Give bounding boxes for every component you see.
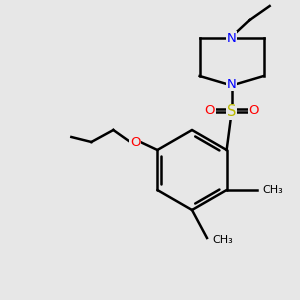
Text: O: O <box>130 136 141 148</box>
Text: CH₃: CH₃ <box>212 235 233 245</box>
Text: N: N <box>227 77 236 91</box>
Text: S: S <box>227 104 236 119</box>
Text: CH₃: CH₃ <box>262 185 284 195</box>
Text: O: O <box>204 104 215 117</box>
Text: O: O <box>248 104 259 117</box>
Text: N: N <box>227 32 236 44</box>
